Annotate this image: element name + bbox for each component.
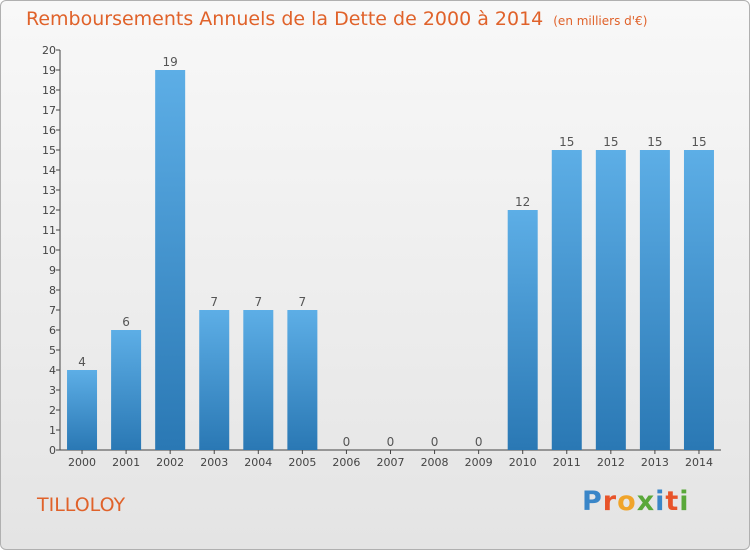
x-tick-label: 2005 bbox=[288, 456, 316, 469]
data-label: 7 bbox=[299, 295, 307, 309]
bar bbox=[111, 330, 142, 450]
y-tick-label: 13 bbox=[42, 184, 56, 197]
y-tick-label: 14 bbox=[42, 164, 56, 177]
y-tick-label: 5 bbox=[49, 344, 56, 357]
value-labels: 4 6 19 7 7 7 0 0 0 0 12 15 15 15 15 bbox=[78, 55, 706, 449]
y-tick-label: 18 bbox=[42, 84, 56, 97]
y-tick-label: 4 bbox=[49, 364, 56, 377]
data-label: 15 bbox=[559, 135, 574, 149]
bar bbox=[67, 370, 98, 450]
y-tick-label: 11 bbox=[42, 224, 56, 237]
x-tick-label: 2000 bbox=[68, 456, 96, 469]
bar bbox=[639, 150, 670, 450]
data-label: 0 bbox=[343, 435, 351, 449]
x-tick-label: 2013 bbox=[641, 456, 669, 469]
y-tick-label: 6 bbox=[49, 324, 56, 337]
data-label: 7 bbox=[254, 295, 262, 309]
y-tick-label: 17 bbox=[42, 104, 56, 117]
bar bbox=[243, 310, 274, 450]
y-tick-label: 1 bbox=[49, 424, 56, 437]
y-tick-label: 19 bbox=[42, 64, 56, 77]
x-tick-label: 2006 bbox=[332, 456, 360, 469]
x-tick-label: 2001 bbox=[112, 456, 140, 469]
logo-letter: t bbox=[665, 486, 680, 517]
x-tick-label: 2008 bbox=[421, 456, 449, 469]
bar bbox=[155, 70, 186, 450]
y-tick-label: 16 bbox=[42, 124, 56, 137]
x-tick-label: 2012 bbox=[597, 456, 625, 469]
data-label: 7 bbox=[210, 295, 218, 309]
bars bbox=[67, 70, 714, 450]
bar bbox=[551, 150, 582, 450]
x-tick-label: 2004 bbox=[244, 456, 272, 469]
data-label: 15 bbox=[647, 135, 662, 149]
y-tick-label: 9 bbox=[49, 264, 56, 277]
data-label: 4 bbox=[78, 355, 86, 369]
chart-title: Remboursements Annuels de la Dette de 20… bbox=[26, 8, 647, 30]
y-tick-label: 20 bbox=[42, 44, 56, 57]
data-label: 15 bbox=[691, 135, 706, 149]
bar bbox=[683, 150, 714, 450]
y-tick-label: 2 bbox=[49, 404, 56, 417]
x-tick-label: 2010 bbox=[509, 456, 537, 469]
bar bbox=[595, 150, 626, 450]
logo-letter: i bbox=[655, 486, 666, 517]
bar bbox=[287, 310, 318, 450]
x-tick-label: 2002 bbox=[156, 456, 184, 469]
logo-letter: P bbox=[582, 486, 603, 517]
logo-letter: o bbox=[617, 486, 637, 517]
commune-name: TILLOLOY bbox=[37, 494, 126, 516]
data-label: 0 bbox=[475, 435, 483, 449]
y-tick-label: 7 bbox=[49, 304, 56, 317]
bar bbox=[507, 210, 538, 450]
y-tick-label: 15 bbox=[42, 144, 56, 157]
x-tick-label: 2011 bbox=[553, 456, 581, 469]
data-label: 15 bbox=[603, 135, 618, 149]
y-tick-label: 12 bbox=[42, 204, 56, 217]
x-tick-label: 2009 bbox=[465, 456, 493, 469]
logo-letter: r bbox=[602, 486, 618, 517]
x-tick-label: 2003 bbox=[200, 456, 228, 469]
data-label: 6 bbox=[122, 315, 130, 329]
title-main: Remboursements Annuels de la Dette de 20… bbox=[26, 8, 544, 30]
x-tick-label: 2007 bbox=[377, 456, 405, 469]
data-label: 0 bbox=[431, 435, 439, 449]
logo-letter: x bbox=[636, 486, 656, 517]
data-label: 12 bbox=[515, 195, 530, 209]
title-unit: (en milliers d'€) bbox=[553, 14, 648, 28]
proxiti-logo: Proxiti bbox=[582, 486, 690, 517]
bar bbox=[199, 310, 230, 450]
y-tick-label: 3 bbox=[49, 384, 56, 397]
logo-letter: i bbox=[679, 486, 690, 517]
y-tick-label: 10 bbox=[42, 244, 56, 257]
data-label: 0 bbox=[387, 435, 395, 449]
data-label: 19 bbox=[163, 55, 178, 69]
y-tick-label: 8 bbox=[49, 284, 56, 297]
y-tick-label: 0 bbox=[49, 444, 56, 457]
x-tick-label: 2014 bbox=[685, 456, 713, 469]
